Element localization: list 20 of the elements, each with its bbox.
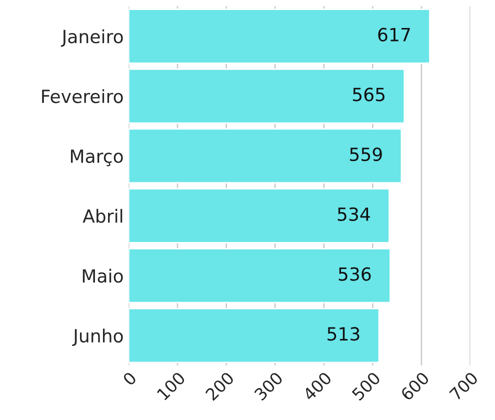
y-tick-label: Maio: [82, 268, 123, 283]
x-tick-label: 100: [156, 371, 186, 401]
y-tick-label: Fevereiro: [42, 89, 123, 104]
data-label: 513: [328, 327, 360, 341]
y-tick-label: Junho: [72, 328, 123, 346]
data-label: 534: [338, 207, 370, 222]
x-tick-label: 700: [448, 371, 479, 401]
data-label: 565: [352, 88, 384, 102]
data-label: 536: [338, 267, 371, 281]
data-label: 617: [378, 28, 410, 42]
x-tick-label: 200: [204, 371, 235, 402]
x-tick-label: 400: [302, 371, 332, 402]
x-tick-label: 500: [351, 371, 382, 401]
x-tick-label: 600: [400, 371, 430, 402]
y-tick-label: Abril: [82, 208, 122, 223]
x-tick-label: 0: [122, 371, 138, 386]
x-tick-label: 300: [254, 371, 284, 401]
y-tick-label: Janeiro: [60, 29, 123, 47]
y-tick-label: Março: [70, 150, 123, 166]
data-label: 559: [350, 148, 382, 162]
